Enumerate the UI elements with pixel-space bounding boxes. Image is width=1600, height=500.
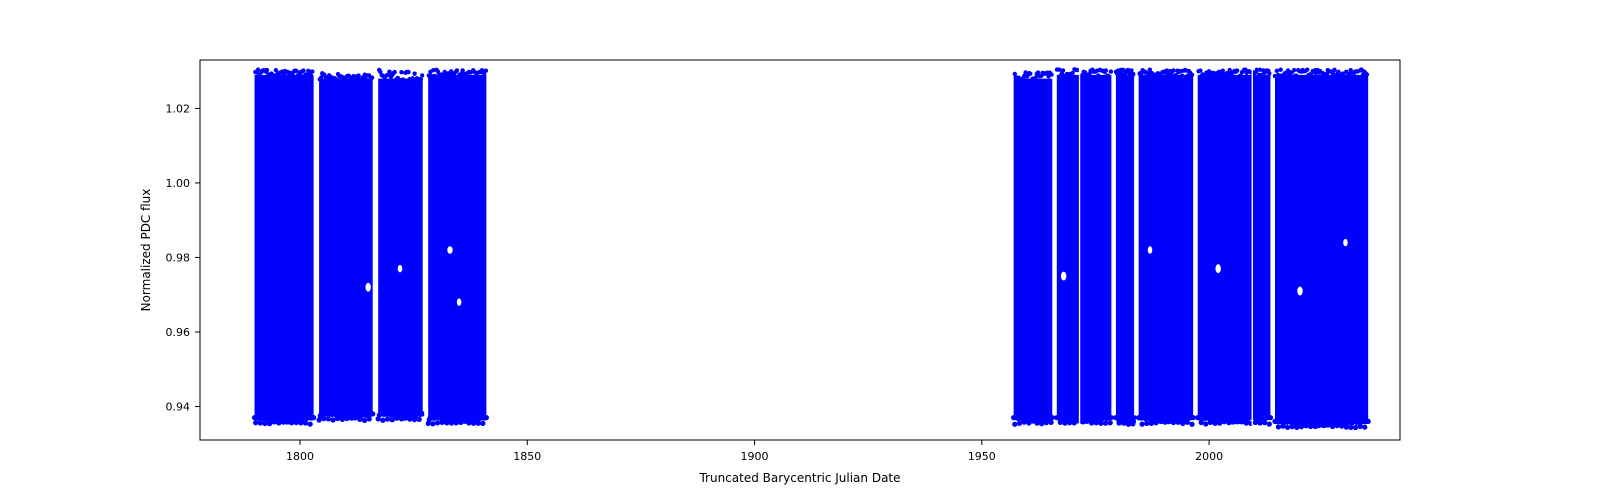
data-void xyxy=(1148,246,1153,253)
x-axis-label: Truncated Barycentric Julian Date xyxy=(698,471,900,485)
y-axis-label: Normalized PDC flux xyxy=(139,189,153,312)
data-block xyxy=(1116,75,1134,418)
data-block xyxy=(1275,75,1368,421)
data-block xyxy=(319,79,373,414)
data-block xyxy=(1198,75,1271,418)
data-block xyxy=(1057,75,1112,418)
scatter-plot-svg: 1800 1850 1900 1950 2000 0.94 0.96 0.98 1.00 1.02… xyxy=(0,0,1600,500)
data-void xyxy=(1297,287,1302,296)
y-tick-label: 1.02 xyxy=(166,102,191,115)
x-tick-label: 1950 xyxy=(968,450,996,463)
data-void xyxy=(457,298,462,305)
x-tick-label: 1900 xyxy=(741,450,769,463)
data-void xyxy=(447,246,452,253)
y-tick-label: 0.96 xyxy=(166,326,191,339)
x-tick-label: 1850 xyxy=(513,450,541,463)
data-block xyxy=(378,79,423,414)
y-tick-label: 0.98 xyxy=(166,251,191,264)
data-void xyxy=(1215,264,1220,273)
data-block xyxy=(1139,75,1194,418)
data-void xyxy=(1061,272,1066,281)
figure-container: 1800 1850 1900 1950 2000 0.94 0.96 0.98 1.00 1.02… xyxy=(0,0,1600,500)
data-gap-slit xyxy=(424,60,426,440)
data-gap-slit xyxy=(1079,60,1080,440)
data-block xyxy=(428,75,486,418)
data-block xyxy=(255,75,314,418)
y-tick-label: 0.94 xyxy=(166,400,191,413)
data-void xyxy=(1343,239,1348,246)
y-tick-label: 1.00 xyxy=(166,177,191,190)
data-block xyxy=(1014,79,1053,418)
x-tick-label: 1800 xyxy=(286,450,314,463)
data-gap-slit xyxy=(1252,60,1253,440)
data-void xyxy=(398,265,403,272)
x-tick-label: 2000 xyxy=(1195,450,1223,463)
data-void xyxy=(365,283,370,292)
